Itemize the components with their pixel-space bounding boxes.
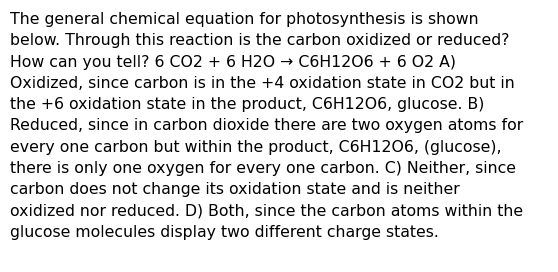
- Text: The general chemical equation for photosynthesis is shown
below. Through this re: The general chemical equation for photos…: [10, 12, 523, 240]
